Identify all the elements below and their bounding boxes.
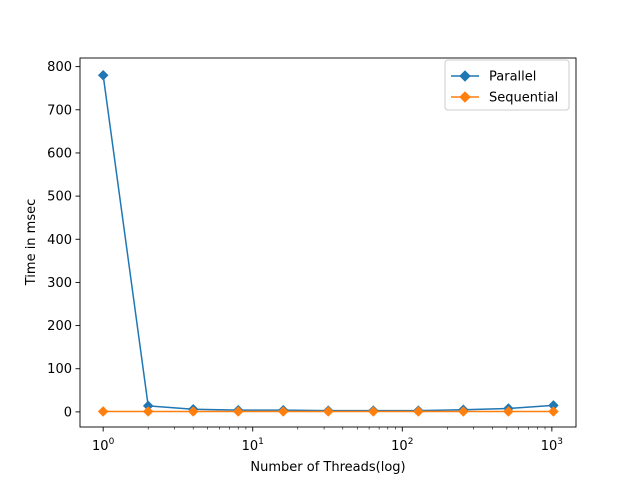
y-tick-label: 600 — [47, 146, 72, 161]
y-tick-label: 800 — [47, 60, 72, 75]
x-axis-label: Number of Threads(log) — [250, 460, 405, 475]
data-point-sequential — [367, 406, 379, 417]
axes-frame — [79, 57, 577, 428]
data-point-sequential — [322, 406, 334, 417]
data-point-sequential — [187, 406, 199, 417]
legend-label-sequential: Sequential — [489, 91, 558, 106]
y-tick-label: 700 — [47, 103, 72, 118]
y-axis-label: Time in msec — [24, 199, 39, 287]
data-point-sequential — [97, 406, 109, 417]
y-tick-label: 300 — [47, 276, 72, 291]
y-tick-label: 200 — [47, 319, 72, 334]
y-tick-label: 500 — [47, 190, 72, 205]
legend-label-parallel: Parallel — [489, 70, 536, 85]
data-point-parallel — [97, 69, 109, 81]
data-point-sequential — [232, 406, 244, 417]
legend: Parallel Sequential — [444, 59, 570, 111]
y-tick-label: 400 — [47, 233, 72, 248]
data-point-sequential — [458, 406, 469, 417]
data-point-sequential — [548, 406, 559, 417]
y-tick-label: 100 — [47, 362, 72, 377]
legend-marker-sequential — [459, 91, 471, 103]
data-point-sequential — [503, 406, 514, 417]
data-point-sequential — [142, 406, 154, 417]
legend-marker-parallel — [459, 70, 471, 82]
y-tick-label: 0 — [64, 405, 72, 420]
data-point-sequential — [412, 406, 424, 417]
data-point-sequential — [277, 406, 289, 417]
